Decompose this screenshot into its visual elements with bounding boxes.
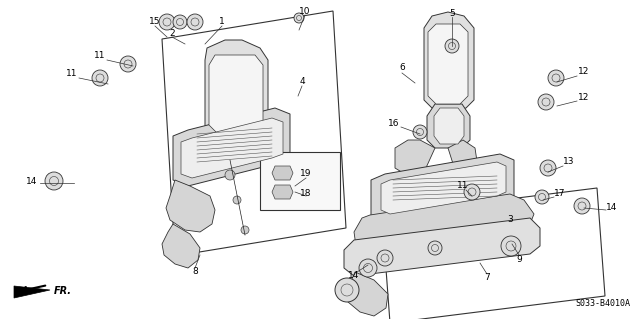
Circle shape	[540, 160, 556, 176]
Circle shape	[225, 170, 235, 180]
Text: 14: 14	[348, 271, 360, 279]
Text: 4: 4	[299, 78, 305, 86]
Text: 15: 15	[149, 18, 161, 26]
Polygon shape	[162, 224, 200, 268]
Polygon shape	[448, 140, 478, 176]
Text: 9: 9	[516, 255, 522, 263]
Text: 3: 3	[507, 216, 513, 225]
Circle shape	[428, 241, 442, 255]
Text: 14: 14	[26, 176, 38, 186]
Circle shape	[241, 226, 249, 234]
Polygon shape	[173, 108, 290, 186]
Polygon shape	[205, 40, 268, 150]
Text: 11: 11	[94, 51, 106, 61]
Text: 12: 12	[579, 93, 589, 102]
Text: S033-B4010A: S033-B4010A	[575, 299, 630, 308]
Circle shape	[92, 70, 108, 86]
Circle shape	[501, 236, 521, 256]
Circle shape	[187, 14, 203, 30]
Circle shape	[445, 39, 459, 53]
Text: 5: 5	[449, 10, 455, 19]
Text: 19: 19	[300, 169, 312, 179]
Circle shape	[294, 13, 304, 23]
Text: FR.: FR.	[54, 286, 72, 296]
Text: 14: 14	[606, 204, 618, 212]
Text: 2: 2	[169, 29, 175, 39]
Polygon shape	[428, 24, 468, 104]
Polygon shape	[371, 154, 514, 222]
Circle shape	[233, 196, 241, 204]
Polygon shape	[434, 108, 464, 144]
Text: 13: 13	[563, 158, 575, 167]
Polygon shape	[272, 166, 293, 180]
Text: 8: 8	[192, 268, 198, 277]
Circle shape	[535, 190, 549, 204]
Polygon shape	[166, 180, 215, 232]
Polygon shape	[427, 104, 470, 148]
Text: 17: 17	[554, 189, 566, 197]
Polygon shape	[14, 286, 50, 298]
Circle shape	[359, 259, 377, 277]
Polygon shape	[381, 162, 506, 214]
Text: 11: 11	[457, 182, 468, 190]
Circle shape	[574, 198, 590, 214]
Polygon shape	[272, 185, 293, 199]
Text: 16: 16	[388, 120, 400, 129]
Polygon shape	[347, 272, 388, 316]
Text: 11: 11	[67, 70, 77, 78]
Circle shape	[377, 250, 393, 266]
Circle shape	[413, 125, 427, 139]
Circle shape	[464, 184, 480, 200]
Text: 7: 7	[484, 273, 490, 283]
Circle shape	[45, 172, 63, 190]
Text: 18: 18	[300, 189, 312, 198]
Bar	[260, 152, 340, 210]
Text: 12: 12	[579, 68, 589, 77]
Circle shape	[120, 56, 136, 72]
Polygon shape	[181, 118, 283, 178]
Circle shape	[538, 94, 554, 110]
Polygon shape	[344, 218, 540, 276]
Circle shape	[173, 15, 187, 29]
Circle shape	[159, 14, 175, 30]
Text: 10: 10	[300, 6, 311, 16]
Text: 6: 6	[399, 63, 405, 72]
Circle shape	[548, 70, 564, 86]
Polygon shape	[209, 55, 263, 133]
Polygon shape	[395, 140, 435, 176]
Circle shape	[335, 278, 359, 302]
Text: 1: 1	[219, 18, 225, 26]
Polygon shape	[424, 12, 474, 114]
Polygon shape	[354, 194, 534, 252]
